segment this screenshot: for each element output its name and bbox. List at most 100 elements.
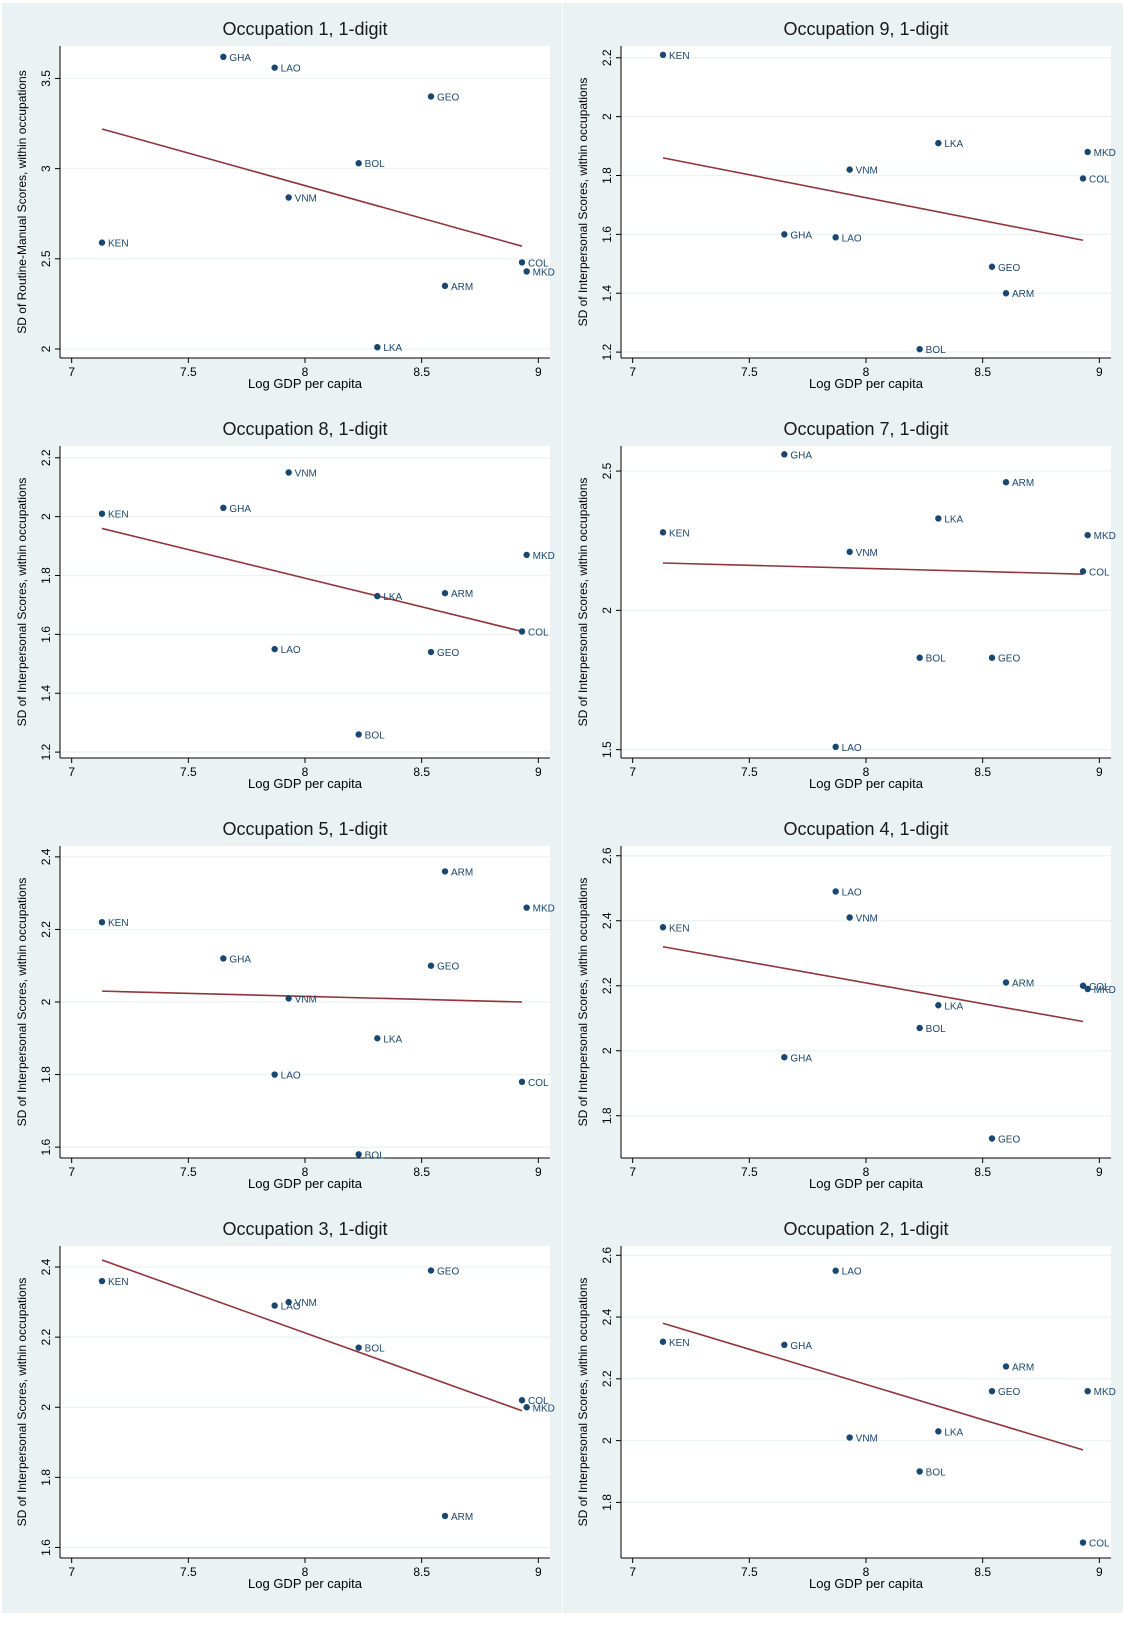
y-tick-label: 1.8 — [39, 1066, 53, 1083]
point-label: LAO — [281, 64, 301, 75]
y-tick-label: 2 — [600, 1437, 614, 1444]
y-tick-label: 2.6 — [600, 1247, 614, 1264]
y-tick-label: 1.6 — [39, 1138, 53, 1155]
x-tick-label: 7.5 — [741, 765, 758, 779]
y-axis-label: SD of Routine-Manual Scores, within occu… — [15, 70, 29, 333]
point-label: GHA — [229, 53, 251, 64]
point-label: LKA — [944, 139, 963, 150]
x-tick-label: 9 — [1096, 1565, 1103, 1579]
data-point — [1002, 479, 1010, 486]
chart-panel: Occupation 2, 1-digit 1.8 2 2.2 2.4 2.6 7 7.5 8 8… — [563, 1203, 1123, 1613]
point-label: MKD — [1094, 531, 1116, 542]
scatter-chart: Occupation 7, 1-digit 1.5 2 2.5 7 7.5 8 8.5 9 Log… — [563, 403, 1123, 813]
point-label: ARM — [451, 589, 473, 600]
y-axis-label: SD of Interpersonal Scores, within occup… — [15, 878, 29, 1127]
point-label: KEN — [108, 1277, 129, 1288]
data-point — [1002, 1363, 1010, 1370]
data-point — [518, 1078, 526, 1086]
point-label: LKA — [383, 592, 402, 603]
y-tick-label: 1.6 — [39, 626, 53, 643]
data-point — [441, 589, 449, 597]
point-label: BOL — [926, 1468, 946, 1479]
y-axis-label: SD of Interpersonal Scores, within occup… — [15, 478, 29, 727]
x-tick-label: 9 — [535, 765, 542, 779]
point-label: MKD — [533, 267, 555, 278]
point-label: GEO — [437, 962, 459, 973]
x-tick-label: 8 — [863, 1565, 870, 1579]
x-tick-label: 7 — [629, 1165, 636, 1179]
point-label: LAO — [842, 888, 862, 899]
y-tick-label: 1.5 — [600, 741, 614, 758]
data-point — [220, 53, 227, 61]
plot-area — [60, 1246, 550, 1558]
point-label: VNM — [856, 548, 878, 559]
point-label: COL — [528, 1078, 549, 1089]
chart-title: Occupation 9, 1-digit — [783, 19, 948, 39]
y-tick-label: 1.8 — [600, 167, 614, 184]
point-label: ARM — [451, 282, 473, 293]
data-point — [988, 1387, 996, 1395]
x-tick-label: 7 — [629, 1565, 636, 1579]
x-tick-label: 7 — [68, 765, 75, 779]
x-axis-label: Log GDP per capita — [248, 1576, 363, 1591]
point-label: ARM — [1012, 289, 1034, 300]
y-tick-label: 2 — [600, 1047, 614, 1054]
y-tick-label: 1.2 — [39, 743, 53, 760]
y-tick-label: 2.2 — [600, 977, 614, 994]
y-axis-label: SD of Interpersonal Scores, within occup… — [576, 478, 590, 727]
fitted-line — [101, 128, 523, 247]
data-point — [781, 1054, 788, 1061]
data-point — [518, 259, 526, 266]
data-point — [271, 645, 278, 653]
plot-area — [621, 446, 1111, 758]
data-point — [1002, 979, 1010, 986]
y-tick-label: 2.4 — [600, 1308, 614, 1325]
x-tick-label: 9 — [1096, 365, 1103, 379]
point-label: LKA — [944, 1001, 963, 1012]
data-point — [832, 234, 839, 241]
point-label: KEN — [108, 918, 129, 929]
y-tick-label: 2.2 — [39, 1328, 53, 1345]
scatter-chart: Occupation 5, 1-digit 1.6 1.8 2 2.2 2.4 7 7.5 8 8… — [2, 803, 562, 1213]
data-point — [355, 160, 362, 167]
y-tick-label: 2.5 — [600, 462, 614, 479]
y-tick-label: 1.6 — [600, 226, 614, 243]
chart-title: Occupation 3, 1-digit — [222, 1219, 387, 1239]
chart-title: Occupation 8, 1-digit — [222, 419, 387, 439]
x-tick-label: 9 — [1096, 1165, 1103, 1179]
data-point — [441, 282, 449, 290]
fitted-line — [662, 1322, 1084, 1451]
y-tick-label: 1.6 — [39, 1539, 53, 1556]
chart-title: Occupation 5, 1-digit — [222, 819, 387, 839]
y-tick-label: 1.4 — [39, 685, 53, 702]
fitted-line — [101, 990, 523, 1003]
chart-title: Occupation 4, 1-digit — [783, 819, 948, 839]
data-point — [427, 93, 435, 100]
data-point — [220, 504, 227, 512]
point-label: ARM — [1012, 979, 1034, 990]
y-tick-label: 2 — [39, 1404, 53, 1411]
data-point — [427, 962, 435, 969]
point-label: GEO — [998, 654, 1020, 665]
x-tick-label: 7.5 — [741, 1565, 758, 1579]
data-point — [1084, 1387, 1091, 1395]
data-point — [355, 731, 362, 738]
chart-title: Occupation 2, 1-digit — [783, 1219, 948, 1239]
x-tick-label: 8.5 — [974, 1565, 991, 1579]
chart-title: Occupation 7, 1-digit — [783, 419, 948, 439]
point-label: LAO — [281, 1302, 301, 1313]
fitted-line — [662, 562, 1084, 575]
y-tick-label: 3 — [39, 165, 53, 172]
data-point — [781, 231, 788, 238]
data-point — [1084, 531, 1091, 539]
y-tick-label: 2.6 — [600, 847, 614, 864]
x-tick-label: 7.5 — [180, 365, 197, 379]
y-tick-label: 1.2 — [600, 343, 614, 360]
data-point — [441, 868, 449, 875]
x-axis-label: Log GDP per capita — [809, 1176, 924, 1191]
data-point — [832, 743, 839, 751]
y-tick-label: 2.2 — [600, 1370, 614, 1387]
data-point — [285, 1298, 292, 1306]
data-point — [935, 139, 942, 147]
x-tick-label: 8 — [863, 1165, 870, 1179]
